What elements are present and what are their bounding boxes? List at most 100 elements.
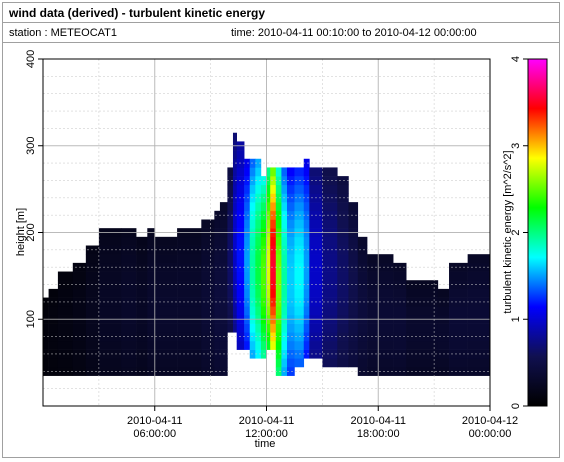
colorbar-label: turbulent kinetic energy [m^2/s^2] — [502, 150, 514, 313]
heatmap-cell — [303, 167, 310, 177]
heatmap-cell — [227, 271, 234, 281]
heatmap-cell — [232, 193, 237, 203]
heatmap-cell — [154, 366, 178, 376]
heatmap-cell — [449, 332, 468, 342]
heatmap-cell — [406, 349, 439, 359]
heatmap-cell — [201, 323, 215, 333]
heatmap-cell — [57, 271, 74, 281]
heatmap-cell — [177, 297, 202, 307]
heatmap-cell — [219, 358, 228, 368]
heatmap-cell — [286, 193, 295, 203]
heatmap-cell — [275, 358, 282, 368]
heatmap-cell — [303, 323, 310, 333]
heatmap-cell — [232, 245, 237, 255]
heatmap-cell — [309, 306, 323, 316]
heatmap-cell — [294, 254, 305, 264]
heatmap-cell — [249, 167, 256, 177]
heatmap-cell — [244, 236, 251, 246]
heatmap-cell — [57, 332, 74, 342]
heatmap-cell — [275, 366, 282, 376]
heatmap-cell — [281, 288, 288, 298]
heatmap-cell — [72, 340, 87, 350]
heatmap-cell — [255, 193, 262, 203]
heatmap-cell — [294, 340, 305, 350]
heatmap-cell — [232, 262, 237, 272]
heatmap-cell — [393, 288, 407, 298]
heatmap-cell — [232, 132, 237, 142]
heatmap-cell — [286, 167, 295, 177]
heatmap-cell — [393, 358, 407, 368]
heatmap-cell — [236, 254, 245, 264]
heatmap-cell — [232, 288, 237, 298]
heatmap-cell — [260, 288, 267, 298]
heatmap-cell — [275, 349, 282, 359]
heatmap-cell — [449, 280, 468, 290]
heatmap-cell — [227, 288, 234, 298]
heatmap-cell — [449, 271, 468, 281]
heatmap-cell — [286, 176, 295, 186]
heatmap-cell — [357, 245, 368, 255]
heatmap-cell — [147, 288, 156, 298]
heatmap-cell — [270, 306, 277, 316]
heatmap-cell — [48, 340, 59, 350]
heatmap-cell — [177, 245, 202, 255]
heatmap-cell — [227, 306, 234, 316]
heatmap-cell — [177, 349, 202, 359]
heatmap-cell — [249, 219, 256, 229]
y-axis-ticks: 100 200 300 400 — [25, 50, 43, 328]
x-tick-label-date: 2010-04-11 — [351, 415, 406, 427]
heatmap-cell — [348, 358, 359, 368]
heatmap-cell — [154, 271, 178, 281]
heatmap-cell — [348, 349, 359, 359]
heatmap-cell — [286, 306, 295, 316]
heatmap-cell — [322, 245, 338, 255]
heatmap-cell — [227, 236, 234, 246]
time-range-label: time: 2010-04-11 00:10:00 to 2010-04-12 … — [231, 27, 477, 39]
heatmap-cell — [154, 323, 178, 333]
heatmap-cell — [43, 349, 49, 359]
x-tick-label-date: 2010-04-11 — [239, 415, 294, 427]
heatmap-cell — [72, 306, 87, 316]
heatmap-cell — [255, 210, 262, 220]
heatmap-cell — [260, 254, 267, 264]
heatmap-cell — [348, 280, 359, 290]
heatmap-cell — [154, 297, 178, 307]
heatmap-cell — [255, 245, 262, 255]
heatmap-cell — [357, 254, 368, 264]
heatmap-cell — [322, 176, 338, 186]
heatmap-cell — [72, 288, 87, 298]
heatmap-cell — [286, 236, 295, 246]
heatmap-cell — [121, 306, 137, 316]
heatmap-cell — [309, 236, 323, 246]
heatmap-cell — [303, 219, 310, 229]
heatmap-cell — [232, 167, 237, 177]
heatmap-cell — [357, 306, 368, 316]
heatmap-cell — [98, 358, 122, 368]
heatmap-cell — [303, 297, 310, 307]
heatmap-cell — [227, 323, 234, 333]
colorbar-tick-label: 1 — [510, 316, 522, 322]
heatmap-cell — [227, 193, 234, 203]
heatmap-cell — [337, 184, 349, 194]
heatmap-cell — [147, 358, 156, 368]
heatmap-cell — [449, 262, 468, 272]
heatmap-cell — [57, 340, 74, 350]
heatmap-cell — [236, 150, 245, 160]
heatmap-cell — [275, 236, 282, 246]
heatmap-cell — [48, 366, 59, 376]
heatmap-cell — [467, 280, 491, 290]
heatmap-cell — [154, 340, 178, 350]
heatmap-cell — [437, 340, 450, 350]
heatmap-cell — [249, 184, 256, 194]
heatmap-cell — [348, 202, 359, 212]
heatmap-cell — [136, 245, 148, 255]
heatmap-cell — [449, 297, 468, 307]
heatmap-cell — [449, 358, 468, 368]
heatmap-cell — [270, 236, 277, 246]
heatmap-cell — [286, 288, 295, 298]
heatmap-cell — [449, 323, 468, 333]
heatmap-cell — [322, 184, 338, 194]
heatmap-cell — [219, 254, 228, 264]
heatmap-cell — [232, 210, 237, 220]
